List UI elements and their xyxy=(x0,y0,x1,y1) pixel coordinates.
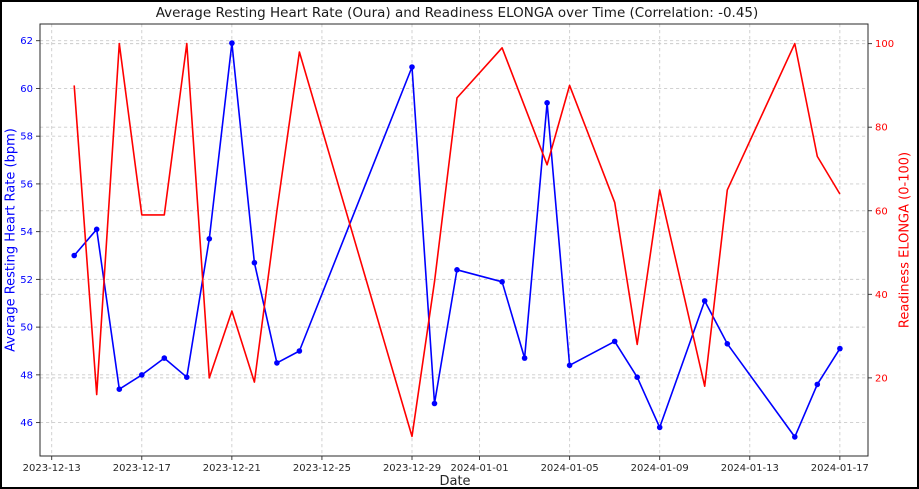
y-left-tick-label: 54 xyxy=(20,227,33,238)
hr-series-marker xyxy=(724,341,731,347)
y-left-tick-label: 56 xyxy=(20,179,33,190)
hr-series-marker xyxy=(454,267,460,273)
hr-series-marker xyxy=(161,355,168,361)
x-tick-label: 2024-01-01 xyxy=(450,463,508,474)
y-right-tick-label: 40 xyxy=(875,290,888,301)
x-tick-label: 2023-12-17 xyxy=(113,463,171,474)
x-tick-label: 2023-12-21 xyxy=(203,463,261,474)
y-left-tick-label: 58 xyxy=(20,132,33,143)
hr-series-marker xyxy=(611,338,618,345)
hr-series-marker xyxy=(251,259,258,266)
hr-series-marker xyxy=(837,345,843,352)
hr-series-marker xyxy=(139,372,145,378)
hr-series-marker xyxy=(792,434,798,440)
hr-series-marker xyxy=(184,374,190,381)
y-left-tick-label: 60 xyxy=(20,84,33,95)
hr-series-marker xyxy=(521,355,528,361)
hr-series-marker xyxy=(229,40,235,46)
y-right-tick-label: 60 xyxy=(875,206,888,217)
y-right-tick-label: 100 xyxy=(875,39,894,50)
x-axis-label: Date xyxy=(439,474,471,489)
hr-series-marker xyxy=(566,362,573,369)
hr-series-marker xyxy=(499,279,505,285)
chart-title: Average Resting Heart Rate (Oura) and Re… xyxy=(155,5,759,21)
hr-series-line xyxy=(73,42,841,438)
x-tick-label: 2024-01-13 xyxy=(721,463,779,474)
hr-series-marker xyxy=(296,348,303,354)
y-right-tick-label: 20 xyxy=(875,373,888,384)
y-left-tick-label: 50 xyxy=(20,323,33,334)
hr-series-marker xyxy=(206,236,213,242)
x-tick-label: 2023-12-13 xyxy=(23,463,81,474)
hr-series-marker xyxy=(116,386,123,393)
hr-series-marker xyxy=(814,381,821,388)
y-left-tick-label: 46 xyxy=(20,418,33,429)
x-tick-label: 2024-01-05 xyxy=(541,463,599,474)
plot-spines xyxy=(39,23,869,457)
y-left-tick-label: 52 xyxy=(20,275,33,286)
y-left-tick-label: 48 xyxy=(20,370,33,381)
hr-series-marker xyxy=(544,100,550,106)
x-tick-label: 2023-12-29 xyxy=(383,463,441,474)
y-right-tick-label: 80 xyxy=(875,123,888,134)
hr-series-marker xyxy=(701,298,708,304)
hr-series-marker xyxy=(71,252,77,259)
hr-series-marker xyxy=(409,64,415,70)
readiness-series-line xyxy=(73,42,841,438)
hr-series-marker xyxy=(93,226,100,233)
hr-series-marker xyxy=(634,374,640,381)
x-tick-label: 2024-01-17 xyxy=(811,463,869,474)
hr-series-marker xyxy=(274,360,280,366)
hr-series-marker xyxy=(431,400,438,407)
hr-series-marker xyxy=(656,424,663,431)
x-tick-label: 2023-12-25 xyxy=(293,463,351,474)
x-tick-label: 2024-01-09 xyxy=(631,463,689,474)
y-left-tick-label: 62 xyxy=(20,36,33,47)
